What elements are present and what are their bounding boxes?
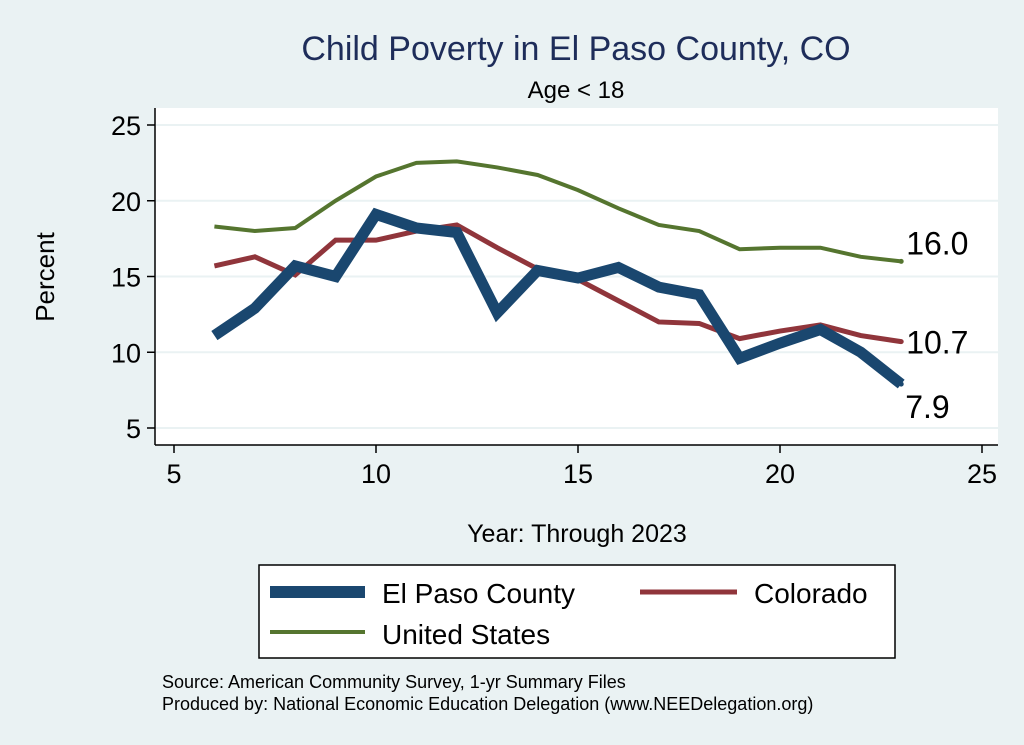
y-tick-label: 20 <box>111 187 141 217</box>
series-line-united-states <box>214 159 902 264</box>
footer-producer: Produced by: National Economic Education… <box>162 694 813 714</box>
end-label-colorado: 10.7 <box>906 325 968 361</box>
legend: El Paso County Colorado United States <box>258 564 896 659</box>
end-label-el-paso: 7.9 <box>905 389 949 425</box>
x-axis: 5 10 15 20 25 <box>155 444 998 489</box>
x-tick-label: 5 <box>166 459 181 489</box>
series-line-el-paso <box>211 207 905 389</box>
y-axis: 5 10 15 20 25 <box>111 108 156 445</box>
end-labels: 7.9 10.7 16.0 <box>905 225 968 425</box>
footer-source: Source: American Community Survey, 1-yr … <box>162 672 626 692</box>
series-line-united-states-endpoint <box>898 258 904 264</box>
y-tick-label: 25 <box>111 111 141 141</box>
y-tick-label: 5 <box>126 414 141 444</box>
series-line-colorado-endpoint <box>898 339 904 345</box>
series-line-el-paso-endpoint <box>898 381 904 387</box>
legend-label-el-paso: El Paso County <box>382 578 575 609</box>
x-tick-label: 20 <box>765 459 795 489</box>
legend-label-colorado: Colorado <box>754 578 868 609</box>
y-tick-label: 15 <box>111 263 141 293</box>
legend-box <box>258 564 896 659</box>
y-tick-label: 10 <box>111 338 141 368</box>
y-axis-label: Percent <box>30 231 60 321</box>
series-group <box>211 159 905 389</box>
legend-label-united-states: United States <box>382 619 550 650</box>
end-label-united-states: 16.0 <box>906 225 968 261</box>
chart-subtitle: Age < 18 <box>528 77 625 104</box>
x-tick-label: 25 <box>967 459 997 489</box>
x-tick-label: 15 <box>563 459 593 489</box>
x-axis-label: Year: Through 2023 <box>467 520 687 548</box>
x-tick-label: 10 <box>361 459 391 489</box>
chart-title: Child Poverty in El Paso County, CO <box>301 30 850 68</box>
